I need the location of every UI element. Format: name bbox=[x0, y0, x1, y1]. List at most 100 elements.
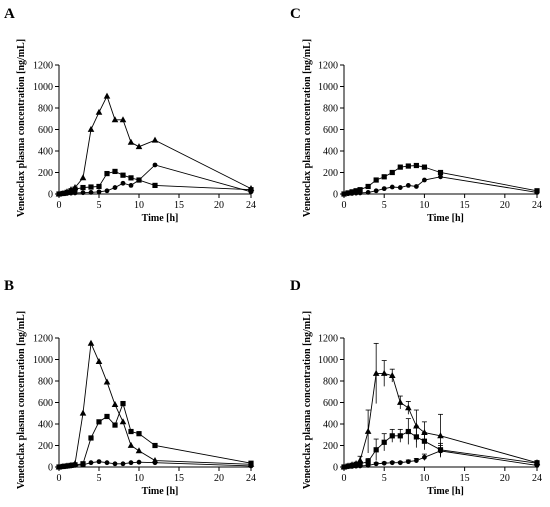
data-point-square bbox=[373, 177, 379, 183]
data-point-triangle bbox=[79, 409, 87, 416]
x-tick-label: 0 bbox=[57, 200, 62, 211]
x-tick-label: 20 bbox=[214, 473, 224, 484]
data-point-circle bbox=[422, 454, 427, 460]
y-tick-label: 1200 bbox=[318, 334, 338, 345]
data-point-square bbox=[248, 460, 254, 466]
series-line bbox=[58, 164, 252, 195]
data-point-circle bbox=[56, 464, 62, 470]
y-axis-title: Venetoclax plasma concentration [ng/mL] bbox=[16, 311, 27, 489]
data-point-circle bbox=[80, 462, 86, 468]
data-point-square bbox=[72, 186, 78, 192]
data-point-circle bbox=[152, 460, 158, 466]
data-point-circle bbox=[136, 177, 142, 183]
data-point-circle bbox=[373, 461, 379, 467]
y-tick-label: 200 bbox=[323, 168, 338, 179]
data-point-triangle bbox=[151, 136, 159, 143]
data-point-circle bbox=[341, 464, 347, 470]
data-point-circle bbox=[128, 460, 134, 466]
panel-letter: C bbox=[290, 6, 301, 22]
y-tick-label: 600 bbox=[323, 125, 338, 136]
data-point-square bbox=[389, 169, 395, 176]
series-circle bbox=[56, 162, 254, 197]
y-tick-label: 1200 bbox=[33, 61, 53, 72]
x-axis-title: Time [h] bbox=[427, 486, 464, 497]
y-tick-label: 800 bbox=[38, 104, 53, 115]
x-tick-label: 0 bbox=[57, 473, 62, 484]
data-point-circle bbox=[405, 183, 411, 188]
data-point-triangle bbox=[380, 369, 388, 376]
data-point-circle bbox=[80, 190, 86, 196]
data-point-triangle bbox=[103, 378, 111, 385]
data-point-square bbox=[128, 428, 134, 435]
data-point-circle bbox=[88, 189, 94, 195]
data-point-triangle bbox=[127, 441, 135, 448]
x-tick-label: 5 bbox=[382, 200, 387, 211]
data-point-circle bbox=[349, 464, 355, 469]
data-point-square bbox=[405, 428, 411, 435]
data-point-square bbox=[128, 175, 134, 181]
y-axis-title: Venetoclax plasma concentration [ng/mL] bbox=[302, 311, 313, 489]
x-tick-label: 15 bbox=[174, 200, 184, 211]
data-point-circle bbox=[345, 191, 351, 197]
data-point-circle bbox=[120, 180, 126, 186]
y-tick-label: 400 bbox=[323, 420, 338, 431]
data-point-square bbox=[152, 182, 158, 188]
data-point-square bbox=[104, 170, 110, 177]
data-point-square bbox=[413, 162, 419, 169]
x-tick-label: 10 bbox=[134, 200, 144, 211]
x-tick-label: 15 bbox=[460, 473, 470, 484]
data-point-circle bbox=[104, 188, 110, 194]
panel-letter: D bbox=[290, 278, 301, 294]
data-point-triangle bbox=[119, 418, 127, 425]
data-point-circle bbox=[112, 185, 118, 190]
data-point-square bbox=[413, 434, 419, 440]
data-point-triangle bbox=[111, 116, 119, 123]
data-point-square bbox=[112, 168, 118, 175]
series-circle bbox=[341, 445, 540, 470]
data-point-circle bbox=[438, 174, 443, 180]
data-point-square bbox=[80, 184, 86, 191]
x-axis-title: Time [h] bbox=[142, 486, 179, 497]
data-point-circle bbox=[357, 463, 363, 469]
data-point-circle bbox=[365, 189, 371, 195]
data-point-square bbox=[397, 433, 403, 439]
data-point-triangle bbox=[396, 398, 404, 405]
data-point-triangle bbox=[413, 422, 420, 429]
x-axis-title: Time [h] bbox=[427, 213, 464, 224]
y-tick-label: 1200 bbox=[33, 334, 53, 345]
y-tick-label: 800 bbox=[38, 377, 53, 388]
y-tick-label: 1000 bbox=[33, 82, 53, 93]
y-tick-label: 200 bbox=[38, 168, 53, 179]
y-tick-label: 600 bbox=[38, 125, 53, 136]
data-point-circle bbox=[389, 184, 395, 190]
x-tick-label: 20 bbox=[500, 200, 510, 211]
data-point-square bbox=[88, 435, 94, 441]
y-tick-label: 200 bbox=[38, 441, 53, 452]
x-tick-label: 15 bbox=[174, 473, 184, 484]
data-point-triangle bbox=[135, 143, 143, 150]
data-point-circle bbox=[60, 464, 66, 470]
y-tick-label: 400 bbox=[38, 420, 53, 431]
data-point-triangle bbox=[135, 447, 143, 454]
series-triangle bbox=[55, 92, 255, 197]
x-tick-label: 20 bbox=[500, 473, 510, 484]
panel-letter: A bbox=[4, 6, 15, 22]
data-point-triangle bbox=[405, 404, 412, 411]
y-tick-label: 0 bbox=[48, 190, 53, 201]
data-point-triangle bbox=[388, 372, 396, 379]
data-point-circle bbox=[128, 183, 134, 188]
data-point-triangle bbox=[95, 108, 103, 115]
data-point-circle bbox=[438, 448, 443, 454]
data-point-circle bbox=[72, 462, 78, 468]
data-point-circle bbox=[365, 462, 371, 468]
data-point-circle bbox=[248, 463, 254, 469]
data-point-circle bbox=[152, 162, 158, 168]
data-point-circle bbox=[68, 190, 74, 196]
data-point-square bbox=[373, 447, 379, 453]
data-point-square bbox=[152, 442, 158, 449]
data-point-square bbox=[136, 431, 142, 437]
data-point-square bbox=[389, 433, 395, 439]
data-point-square bbox=[96, 419, 102, 425]
y-tick-label: 0 bbox=[333, 190, 338, 201]
data-point-triangle bbox=[421, 429, 428, 435]
